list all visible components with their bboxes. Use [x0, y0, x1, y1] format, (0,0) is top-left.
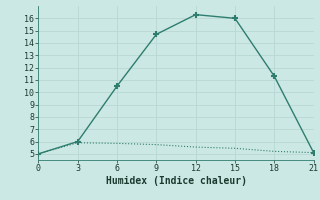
- X-axis label: Humidex (Indice chaleur): Humidex (Indice chaleur): [106, 176, 246, 186]
